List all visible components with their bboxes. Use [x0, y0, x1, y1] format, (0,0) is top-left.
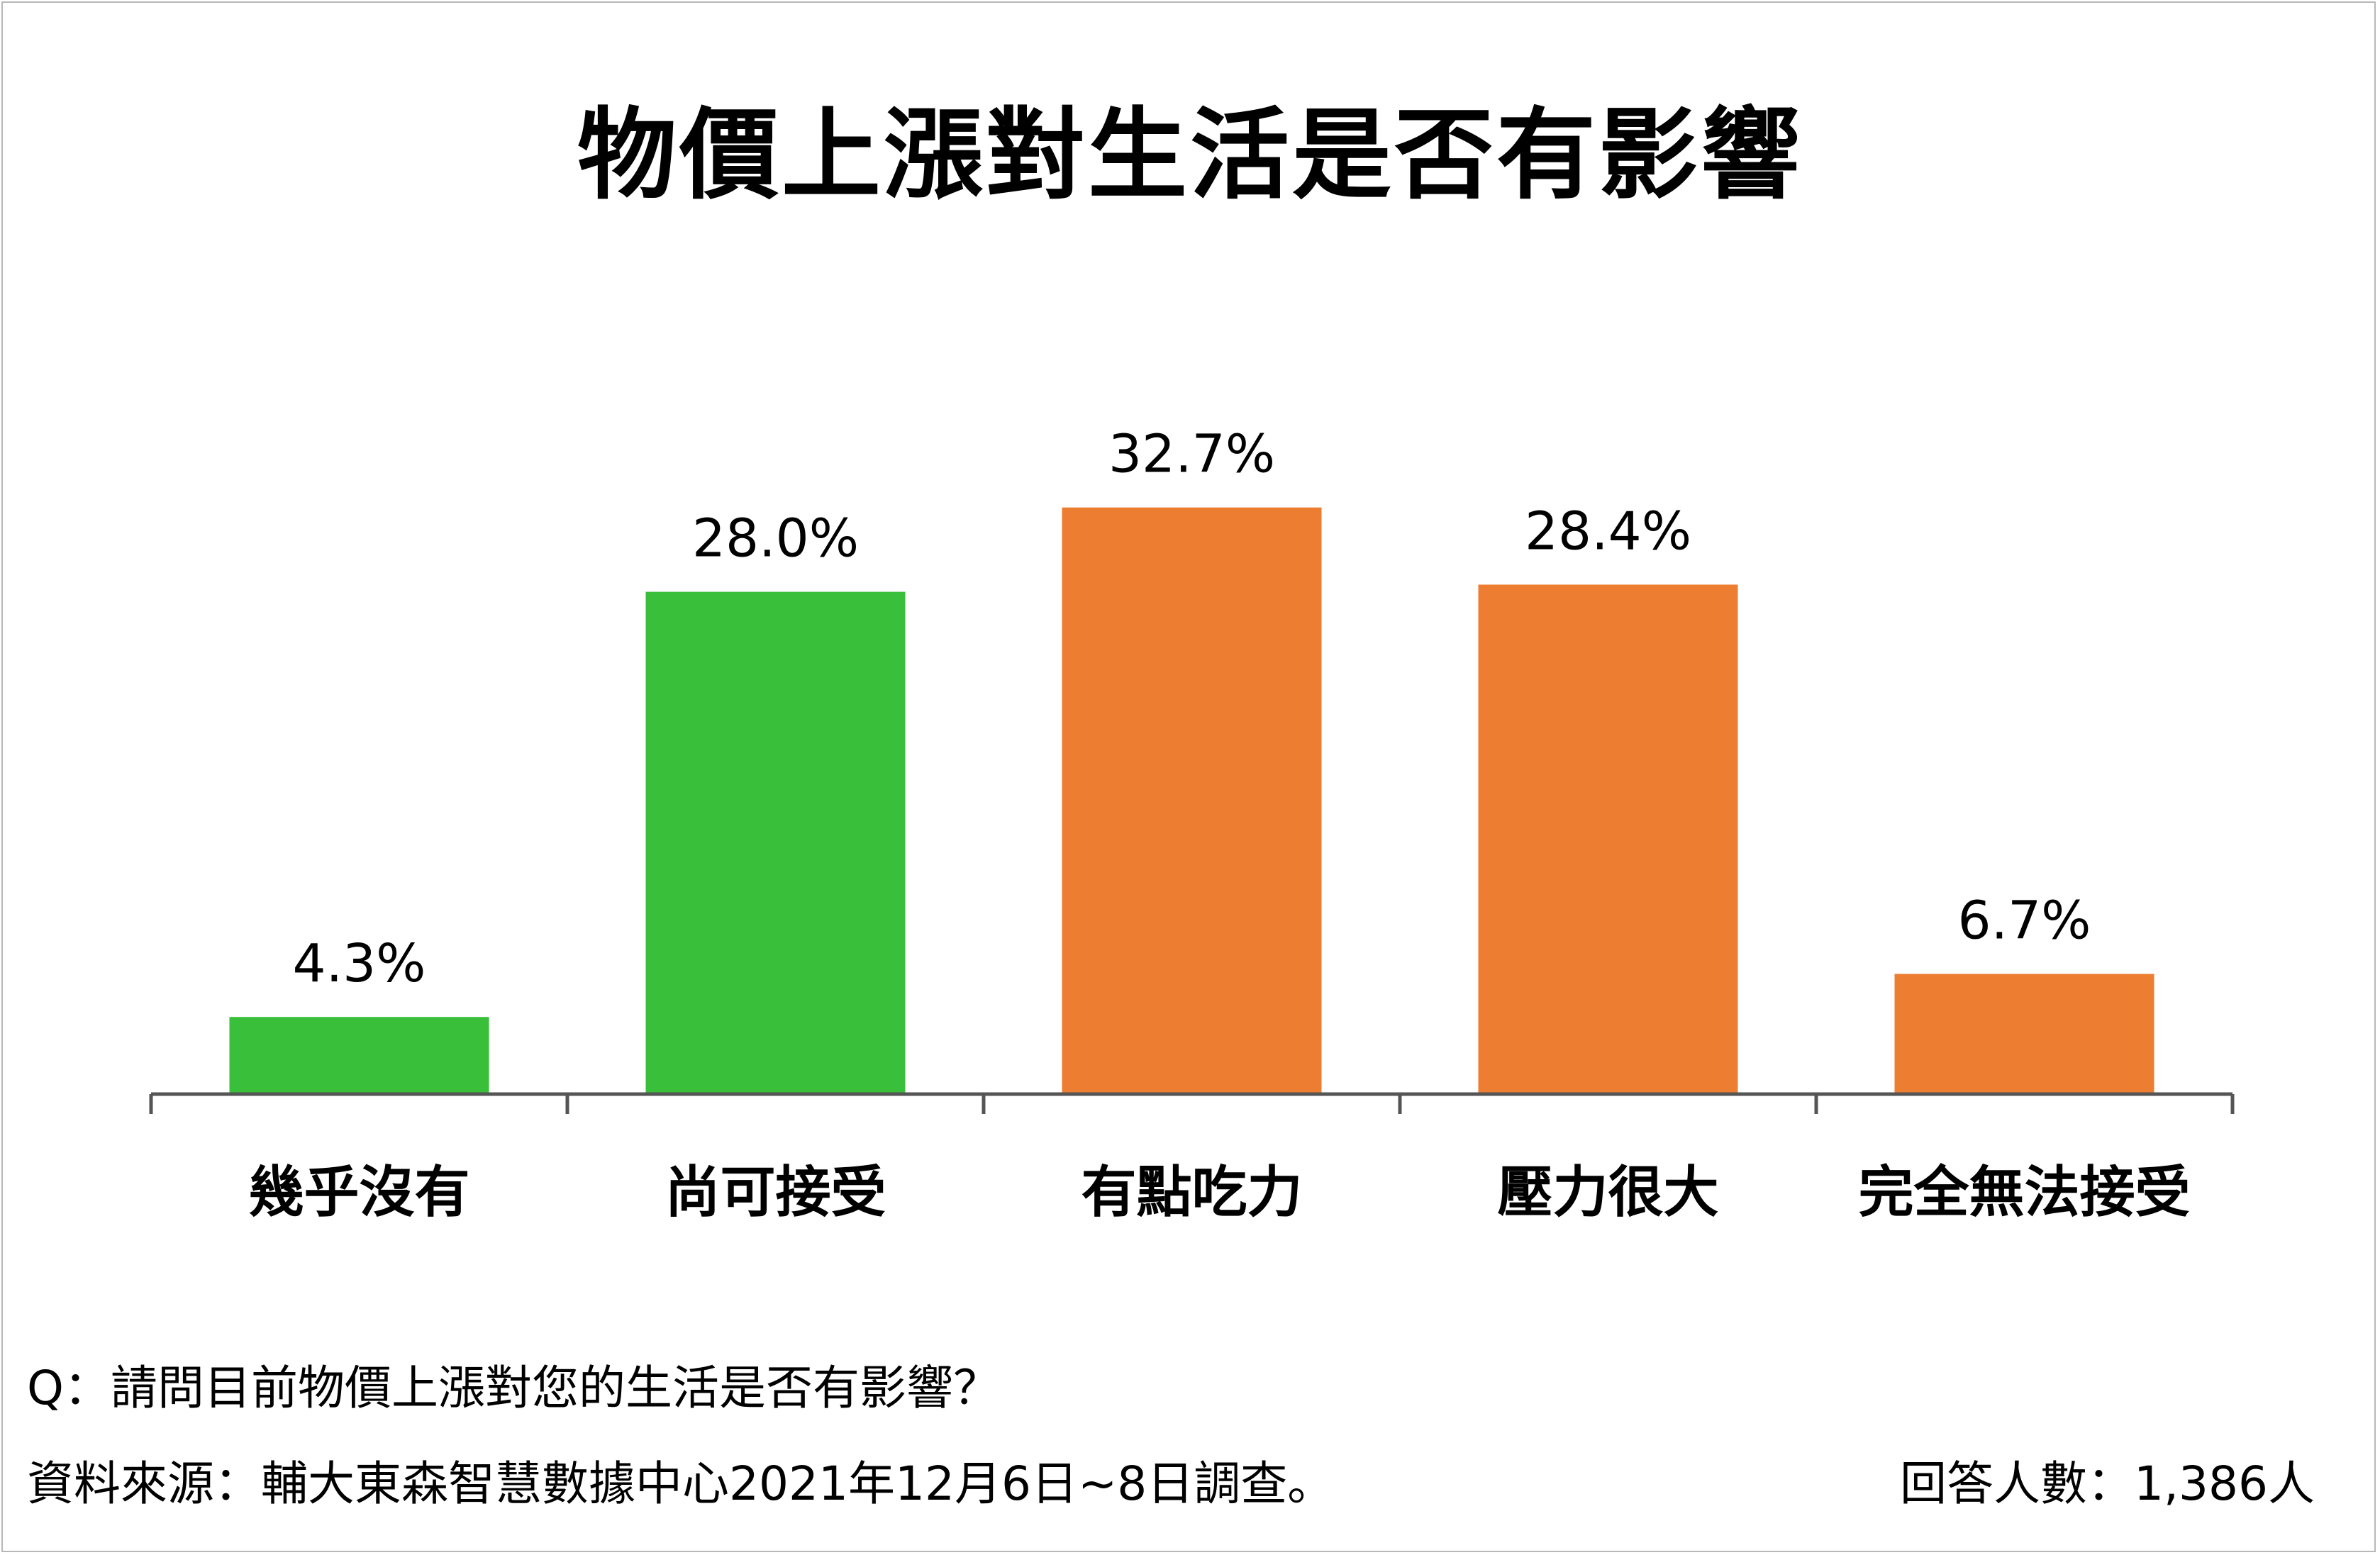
data-labels-layer: 4.3% 28.0% 32.7% 28.4% 6.7% — [293, 424, 2091, 995]
bar — [645, 591, 906, 1094]
category-label: 尚可接受 — [664, 1161, 886, 1225]
category-labels-layer: 幾乎沒有 尚可接受 有點吃力 壓力很大 完全無法接受 — [248, 1161, 2190, 1225]
category-label: 有點吃力 — [1081, 1161, 1302, 1225]
category-label: 幾乎沒有 — [248, 1161, 469, 1225]
chart-title: 物價上漲對生活是否有影響 — [577, 98, 1803, 213]
data-label: 28.4% — [1525, 501, 1691, 562]
data-label: 6.7% — [1958, 890, 2091, 951]
data-label: 28.0% — [692, 508, 859, 569]
bar — [1062, 507, 1322, 1094]
category-label: 壓力很大 — [1497, 1161, 1718, 1225]
data-label: 32.7% — [1108, 424, 1275, 485]
bar — [1894, 974, 2154, 1094]
bar — [229, 1017, 489, 1094]
category-label: 完全無法接受 — [1858, 1161, 2190, 1225]
bars-layer — [229, 507, 2154, 1094]
x-axis — [149, 1092, 2235, 1114]
data-source: 資料來源：輔大東森智慧數據中心2021年12月6日~8日調查。 — [27, 1456, 1335, 1511]
data-label: 4.3% — [293, 933, 426, 994]
bar — [1478, 584, 1738, 1094]
respondent-count: 回答人數：1,386人 — [1900, 1456, 2315, 1511]
survey-question: Q：請問目前物價上漲對您的生活是否有影響？ — [27, 1361, 1000, 1415]
